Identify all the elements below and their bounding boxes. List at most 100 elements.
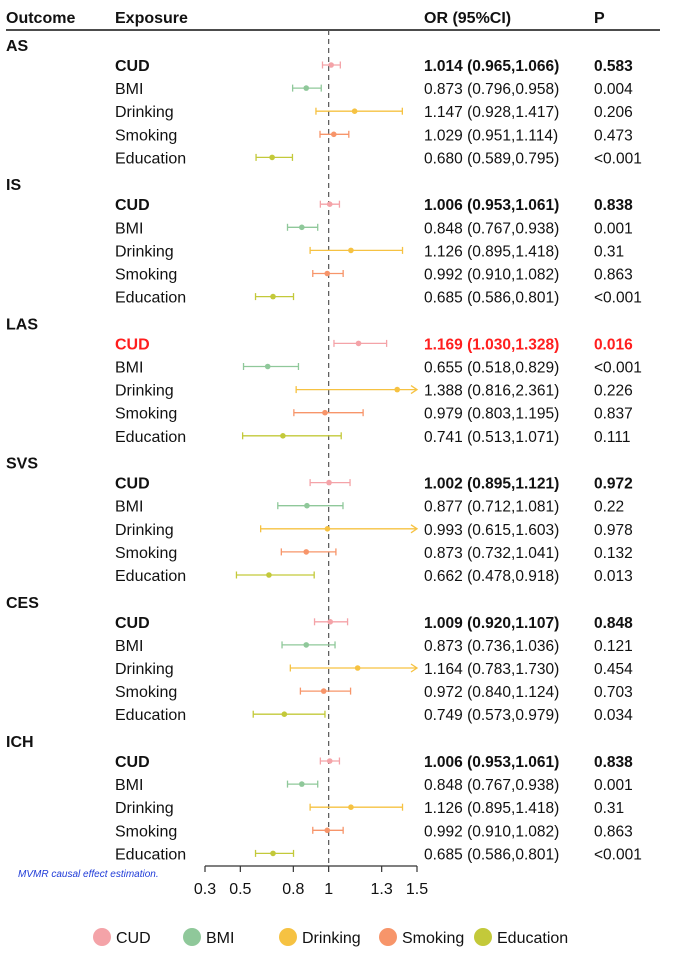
exposure-label: Education bbox=[115, 290, 186, 307]
legend-label: CUD bbox=[116, 930, 151, 947]
or-point bbox=[326, 479, 332, 486]
legend-label: Education bbox=[497, 930, 568, 947]
or-ci-text: 0.662 (0.478,0.918) bbox=[424, 568, 559, 585]
or-point bbox=[303, 642, 310, 648]
exposure-label: BMI bbox=[115, 220, 143, 237]
or-ci-text: 1.009 (0.920,1.107) bbox=[424, 615, 559, 632]
exposure-label: Education bbox=[115, 846, 186, 863]
p-value-text: 0.001 bbox=[594, 777, 633, 794]
p-value-text: <0.001 bbox=[594, 360, 642, 377]
legend-marker bbox=[93, 928, 111, 946]
ci-arrow bbox=[410, 663, 419, 673]
or-point bbox=[270, 293, 276, 300]
or-ci-text: 0.685 (0.586,0.801) bbox=[424, 846, 559, 863]
forest-rows: AS CUD 1.014 (0.965,1.066) 0.583 BMI 0.873 (0… bbox=[6, 38, 642, 863]
legend-label: BMI bbox=[206, 930, 234, 947]
or-point bbox=[303, 85, 310, 91]
exposure-label: CUD bbox=[115, 476, 150, 493]
exposure-label: CUD bbox=[115, 336, 150, 353]
or-ci-text: 1.002 (0.895,1.121) bbox=[424, 476, 559, 493]
p-value-text: 0.848 bbox=[594, 615, 633, 632]
outcome-label: AS bbox=[6, 38, 29, 55]
figure-note: MVMR causal effect estimation. bbox=[18, 869, 159, 880]
p-value-text: 0.22 bbox=[594, 499, 624, 516]
p-value-text: 0.837 bbox=[594, 406, 633, 423]
p-value-text: 0.838 bbox=[594, 754, 633, 771]
or-ci-text: 0.993 (0.615,1.603) bbox=[424, 522, 559, 539]
exposure-label: CUD bbox=[115, 615, 150, 632]
p-value-text: 0.013 bbox=[594, 568, 633, 585]
or-point bbox=[394, 386, 401, 393]
or-ci-text: 0.873 (0.736,1.036) bbox=[424, 638, 559, 655]
legend-marker bbox=[474, 928, 492, 946]
exposure-label: Drinking bbox=[115, 243, 174, 260]
or-ci-text: 0.848 (0.767,0.938) bbox=[424, 220, 559, 237]
or-point bbox=[264, 363, 271, 370]
x-tick-label: 1.3 bbox=[371, 881, 393, 898]
exposure-label: Drinking bbox=[115, 104, 174, 121]
p-value-text: <0.001 bbox=[594, 150, 642, 167]
or-point bbox=[299, 781, 305, 787]
exposure-label: Smoking bbox=[115, 684, 177, 701]
exposure-label: Education bbox=[115, 568, 186, 585]
exposure-label: BMI bbox=[115, 81, 143, 98]
exposure-label: Education bbox=[115, 150, 186, 167]
or-point bbox=[266, 572, 272, 578]
p-value-text: 0.121 bbox=[594, 638, 633, 655]
x-axis: 0.3 0.5 0.8 1 1.3 1.5 bbox=[194, 865, 428, 898]
p-value-text: 0.111 bbox=[594, 429, 631, 446]
or-ci-text: 1.147 (0.928,1.417) bbox=[424, 104, 559, 121]
or-point bbox=[354, 665, 361, 671]
or-point bbox=[330, 131, 337, 138]
or-ci-text: 1.029 (0.951,1.114) bbox=[424, 127, 558, 144]
outcome-label: IS bbox=[6, 177, 21, 194]
p-value-text: <0.001 bbox=[594, 290, 642, 307]
or-point bbox=[327, 619, 334, 625]
or-ci-text: 1.169 (1.030,1.328) bbox=[424, 336, 559, 353]
or-ci-text: 0.741 (0.513,1.071) bbox=[424, 429, 559, 446]
or-ci-text: 0.680 (0.589,0.795) bbox=[424, 150, 559, 167]
or-ci-text: 1.006 (0.953,1.061) bbox=[424, 197, 559, 214]
or-point bbox=[320, 688, 327, 694]
or-ci-text: 0.655 (0.518,0.829) bbox=[424, 360, 559, 377]
or-point bbox=[304, 502, 310, 509]
or-point bbox=[303, 549, 310, 555]
or-point bbox=[351, 108, 358, 114]
p-value-text: 0.583 bbox=[594, 58, 633, 75]
or-ci-text: 1.014 (0.965,1.066) bbox=[424, 58, 559, 75]
or-point bbox=[348, 804, 354, 810]
header-exposure: Exposure bbox=[115, 10, 188, 27]
or-point bbox=[269, 154, 275, 161]
p-value-text: 0.034 bbox=[594, 707, 633, 724]
or-ci-text: 1.006 (0.953,1.061) bbox=[424, 754, 559, 771]
or-ci-text: 0.992 (0.910,1.082) bbox=[424, 267, 559, 284]
or-point bbox=[270, 850, 276, 857]
legend-marker bbox=[379, 928, 397, 946]
or-ci-text: 0.685 (0.586,0.801) bbox=[424, 290, 559, 307]
header-outcome: Outcome bbox=[6, 10, 75, 27]
legend-label: Smoking bbox=[402, 930, 464, 947]
ci-arrow bbox=[410, 385, 419, 395]
p-value-text: 0.454 bbox=[594, 661, 633, 678]
p-value-text: <0.001 bbox=[594, 846, 642, 863]
or-ci-text: 0.848 (0.767,0.938) bbox=[424, 777, 559, 794]
outcome-label: SVS bbox=[6, 456, 38, 473]
legend: CUD BMI Drinking Smoking Education bbox=[93, 928, 568, 947]
exposure-label: Education bbox=[115, 429, 186, 446]
outcome-label: LAS bbox=[6, 316, 38, 333]
or-ci-text: 0.749 (0.573,0.979) bbox=[424, 707, 559, 724]
legend-marker bbox=[279, 928, 297, 946]
p-value-text: 0.473 bbox=[594, 127, 633, 144]
p-value-text: 0.31 bbox=[594, 243, 624, 260]
exposure-label: Drinking bbox=[115, 522, 174, 539]
legend-label: Drinking bbox=[302, 930, 361, 947]
or-point bbox=[280, 433, 286, 439]
or-point bbox=[322, 409, 328, 416]
or-point bbox=[348, 247, 354, 254]
or-point bbox=[326, 758, 333, 764]
p-value-text: 0.206 bbox=[594, 104, 633, 121]
p-value-text: 0.001 bbox=[594, 220, 633, 237]
or-point bbox=[324, 270, 331, 277]
exposure-label: BMI bbox=[115, 499, 143, 516]
